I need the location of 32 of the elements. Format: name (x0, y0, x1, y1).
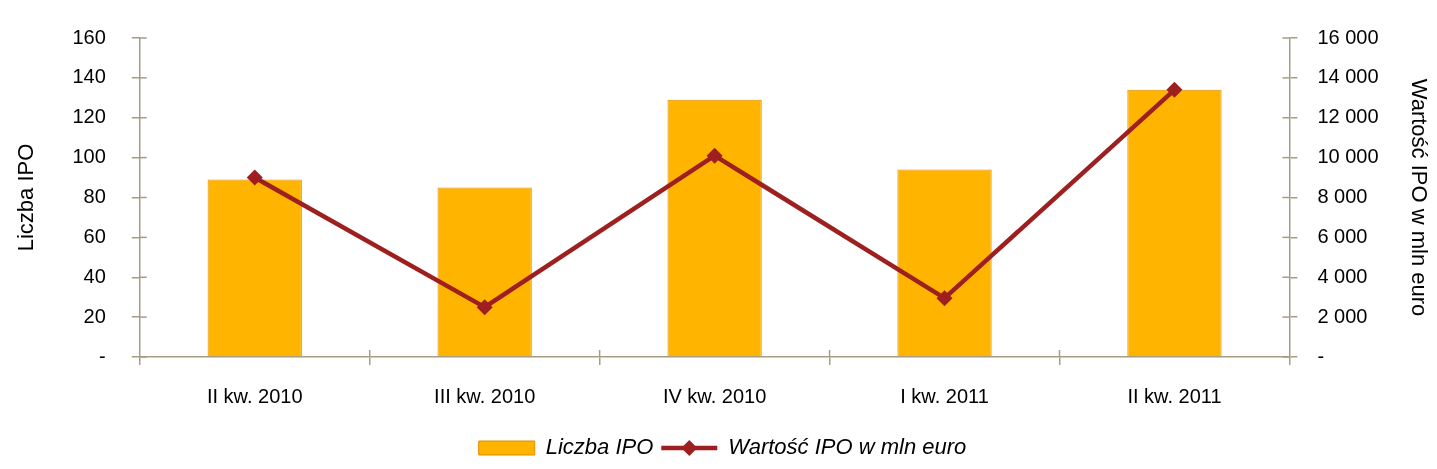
y2-tick-label: 4 000 (1317, 264, 1368, 287)
point (936, 290, 953, 307)
y-tick-label: 140 (72, 65, 106, 88)
y-tick-label: 40 (83, 264, 106, 287)
y-tick-label: 20 (83, 304, 106, 327)
x-tick-label: II kw. 2010 (206, 384, 303, 407)
y-tick-label: 160 (72, 25, 106, 48)
y2-tick-label: - (1317, 344, 1325, 367)
y2-tick-label: 10 000 (1317, 145, 1379, 168)
legend-label: Wartość IPO w mln euro (728, 434, 967, 460)
y-tick-label: - (99, 344, 106, 367)
point (1166, 81, 1183, 98)
point (476, 299, 493, 316)
y-tick-label: 120 (72, 105, 106, 128)
x-tick-label: I kw. 2011 (900, 384, 989, 407)
y2-axis-title: Wartość IPO w mln euro (1406, 78, 1432, 317)
legend-label: Liczba IPO (545, 434, 654, 460)
x-tick-label: II kw. 2011 (1127, 384, 1222, 407)
y2-tick-label: 8 000 (1317, 185, 1368, 208)
y-tick-label: 80 (83, 185, 106, 208)
y2-tick-label: 16 000 (1317, 25, 1379, 48)
x-tick-label: IV kw. 2010 (662, 384, 767, 407)
y-tick-label: 60 (83, 224, 106, 247)
y-tick-label: 100 (72, 145, 106, 168)
y-axis-title: Liczba IPO (13, 143, 39, 252)
y2-tick-label: 6 000 (1317, 224, 1368, 247)
y2-tick-label: 12 000 (1317, 105, 1379, 128)
y2-tick-label: 14 000 (1317, 65, 1379, 88)
y2-tick-label: 2 000 (1317, 304, 1368, 327)
point (246, 169, 263, 186)
point (706, 147, 723, 164)
x-tick-label: III kw. 2010 (434, 384, 536, 407)
